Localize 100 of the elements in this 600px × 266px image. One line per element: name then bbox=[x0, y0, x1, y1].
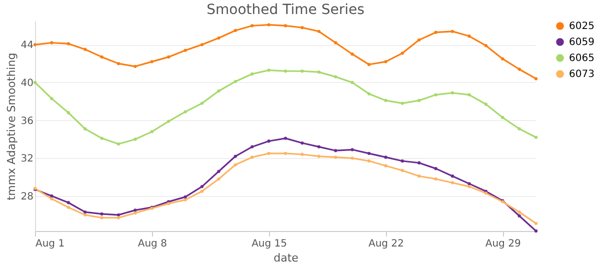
point bbox=[350, 52, 354, 56]
point bbox=[284, 70, 288, 73]
point bbox=[33, 80, 37, 84]
point bbox=[150, 60, 154, 64]
legend-label: 6025 bbox=[569, 21, 594, 32]
point bbox=[167, 55, 170, 59]
x-axis-title: date bbox=[274, 252, 299, 264]
point bbox=[434, 166, 438, 170]
point bbox=[100, 55, 104, 59]
point bbox=[518, 214, 521, 218]
point bbox=[518, 68, 521, 71]
point bbox=[300, 26, 304, 30]
point bbox=[84, 213, 87, 216]
point bbox=[450, 30, 454, 33]
point bbox=[384, 164, 388, 168]
point bbox=[234, 154, 237, 158]
point bbox=[234, 80, 237, 84]
point bbox=[534, 77, 538, 80]
point bbox=[100, 136, 104, 140]
point bbox=[300, 141, 304, 145]
point bbox=[116, 62, 120, 66]
point bbox=[418, 161, 421, 164]
y-tick-label: 28 bbox=[20, 192, 34, 202]
point bbox=[284, 24, 288, 28]
point bbox=[367, 62, 371, 66]
point bbox=[84, 127, 87, 130]
x-tick-label: Aug 1 bbox=[36, 238, 65, 250]
point bbox=[350, 148, 354, 152]
point bbox=[267, 68, 270, 72]
point bbox=[317, 154, 320, 158]
y-tick-label: 40 bbox=[20, 78, 34, 89]
point bbox=[66, 206, 70, 209]
point bbox=[184, 198, 187, 202]
point bbox=[84, 210, 87, 214]
point bbox=[250, 24, 254, 28]
point bbox=[200, 184, 204, 188]
y-tick-label: 36 bbox=[20, 116, 34, 127]
point bbox=[450, 91, 454, 94]
point bbox=[534, 229, 538, 233]
point bbox=[50, 41, 54, 44]
point bbox=[100, 216, 104, 220]
point bbox=[200, 43, 204, 46]
point bbox=[518, 127, 521, 130]
point bbox=[367, 159, 371, 163]
point bbox=[534, 222, 538, 226]
legend-label: 6065 bbox=[569, 53, 594, 64]
y-tick-label: 32 bbox=[20, 154, 34, 165]
point bbox=[50, 197, 54, 200]
point bbox=[400, 102, 404, 105]
point bbox=[468, 93, 471, 96]
point bbox=[501, 116, 504, 120]
point bbox=[250, 145, 254, 148]
legend-label: 6059 bbox=[569, 37, 594, 48]
y-tick-label: 44 bbox=[20, 40, 34, 52]
point bbox=[134, 211, 137, 215]
point bbox=[284, 136, 288, 140]
point bbox=[468, 182, 471, 186]
point bbox=[50, 96, 54, 100]
point bbox=[250, 72, 254, 76]
point bbox=[334, 75, 338, 78]
point bbox=[367, 152, 371, 156]
point bbox=[384, 156, 388, 159]
point bbox=[534, 136, 538, 139]
point bbox=[434, 30, 438, 34]
point bbox=[134, 208, 137, 212]
point bbox=[384, 98, 388, 102]
point bbox=[234, 163, 237, 166]
point bbox=[284, 152, 288, 156]
point bbox=[184, 110, 187, 114]
y-axis-title: tmmx Adaptive Smoothing bbox=[4, 52, 18, 200]
point bbox=[367, 92, 371, 96]
point bbox=[217, 177, 220, 181]
point bbox=[116, 216, 120, 220]
point bbox=[450, 181, 454, 184]
point bbox=[84, 48, 87, 51]
point bbox=[334, 41, 338, 44]
point bbox=[217, 36, 220, 40]
point bbox=[267, 23, 270, 26]
point bbox=[217, 89, 220, 93]
point bbox=[418, 174, 421, 178]
point bbox=[200, 190, 204, 193]
point bbox=[450, 174, 454, 178]
point bbox=[50, 194, 54, 198]
x-tick-label: Aug 15 bbox=[252, 238, 288, 250]
point bbox=[484, 44, 488, 48]
point bbox=[116, 213, 120, 216]
point bbox=[334, 149, 338, 152]
point bbox=[66, 42, 70, 46]
point bbox=[468, 34, 471, 38]
point bbox=[317, 70, 320, 74]
point bbox=[100, 212, 104, 216]
point bbox=[418, 98, 421, 102]
point bbox=[217, 170, 220, 173]
point bbox=[150, 130, 154, 134]
point bbox=[134, 138, 137, 141]
point bbox=[484, 102, 488, 106]
point bbox=[350, 156, 354, 160]
x-tick-label: Aug 22 bbox=[368, 238, 404, 250]
point bbox=[434, 93, 438, 96]
point bbox=[200, 102, 204, 105]
